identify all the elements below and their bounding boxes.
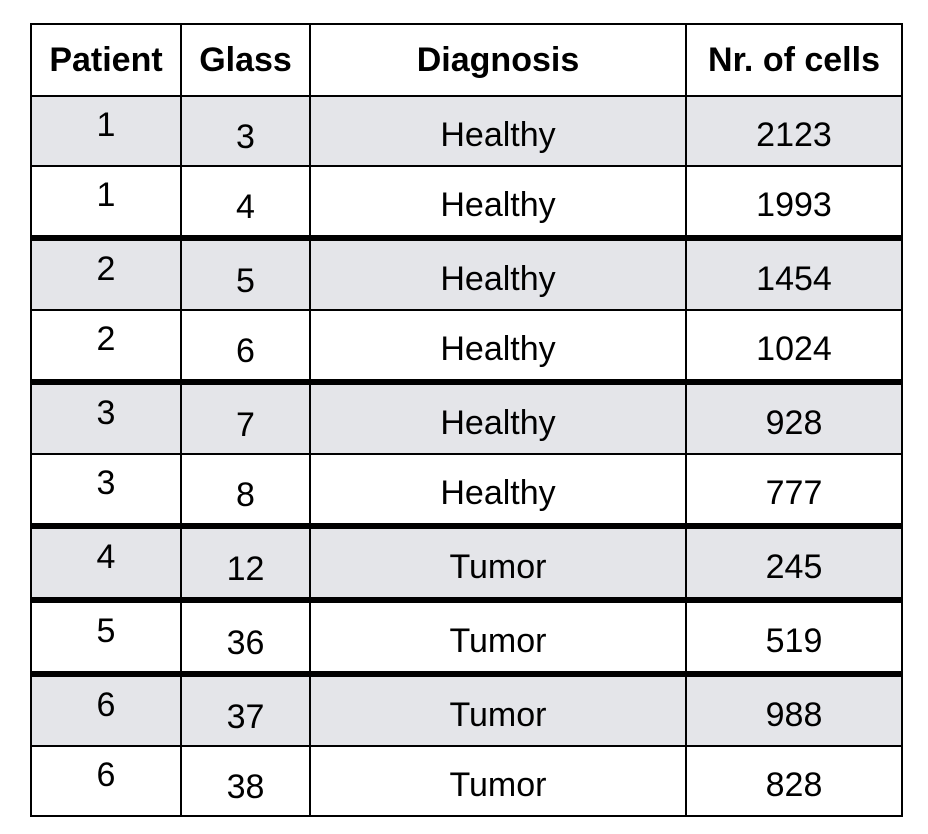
cell-patient: 6 [30,745,182,817]
cell-glass: 4 [180,165,311,239]
cell-diagnosis: Healthy [309,165,687,239]
cell-diagnosis: Healthy [309,453,687,527]
table-row: 6 38 Tumor 828 [30,745,903,817]
cell-patient: 1 [30,95,182,167]
cell-patient: 2 [30,309,182,383]
cell-patient: 3 [30,453,182,527]
table-row: 3 8 Healthy 777 [30,453,903,527]
cell-glass: 38 [180,745,311,817]
cell-nr-of-cells: 519 [685,597,903,675]
table-row: 2 5 Healthy 1454 [30,235,903,311]
cell-diagnosis: Tumor [309,523,687,601]
header-glass: Glass [180,23,311,97]
cell-nr-of-cells: 1993 [685,165,903,239]
table-row: 4 12 Tumor 245 [30,523,903,601]
cell-nr-of-cells: 1454 [685,235,903,311]
cell-nr-of-cells: 828 [685,745,903,817]
table-row: 2 6 Healthy 1024 [30,309,903,383]
cell-patient: 1 [30,165,182,239]
cell-nr-of-cells: 2123 [685,95,903,167]
cell-diagnosis: Healthy [309,379,687,455]
cell-glass: 3 [180,95,311,167]
cell-nr-of-cells: 928 [685,379,903,455]
table-row: 1 3 Healthy 2123 [30,95,903,167]
table-row: 3 7 Healthy 928 [30,379,903,455]
cell-glass: 7 [180,379,311,455]
cell-glass: 8 [180,453,311,527]
header-nr-of-cells: Nr. of cells [685,23,903,97]
cell-diagnosis: Tumor [309,597,687,675]
table-row: 5 36 Tumor 519 [30,597,903,675]
header-diagnosis: Diagnosis [309,23,687,97]
cell-glass: 6 [180,309,311,383]
cell-patient: 5 [30,597,182,675]
cell-diagnosis: Tumor [309,745,687,817]
cell-glass: 37 [180,671,311,747]
cell-patient: 3 [30,379,182,455]
cell-glass: 36 [180,597,311,675]
cell-patient: 6 [30,671,182,747]
cell-diagnosis: Healthy [309,95,687,167]
table-row: 1 4 Healthy 1993 [30,165,903,239]
header-row: Patient Glass Diagnosis Nr. of cells [30,23,903,97]
cell-nr-of-cells: 245 [685,523,903,601]
header-patient: Patient [30,23,182,97]
cell-nr-of-cells: 1024 [685,309,903,383]
cell-glass: 12 [180,523,311,601]
cell-nr-of-cells: 988 [685,671,903,747]
cell-glass: 5 [180,235,311,311]
cell-diagnosis: Tumor [309,671,687,747]
cell-nr-of-cells: 777 [685,453,903,527]
table-row: 6 37 Tumor 988 [30,671,903,747]
cell-patient: 2 [30,235,182,311]
cell-diagnosis: Healthy [309,309,687,383]
cell-patient: 4 [30,523,182,601]
patient-table: Patient Glass Diagnosis Nr. of cells 1 3… [30,23,903,817]
cell-diagnosis: Healthy [309,235,687,311]
patient-table-container: Patient Glass Diagnosis Nr. of cells 1 3… [30,23,903,817]
